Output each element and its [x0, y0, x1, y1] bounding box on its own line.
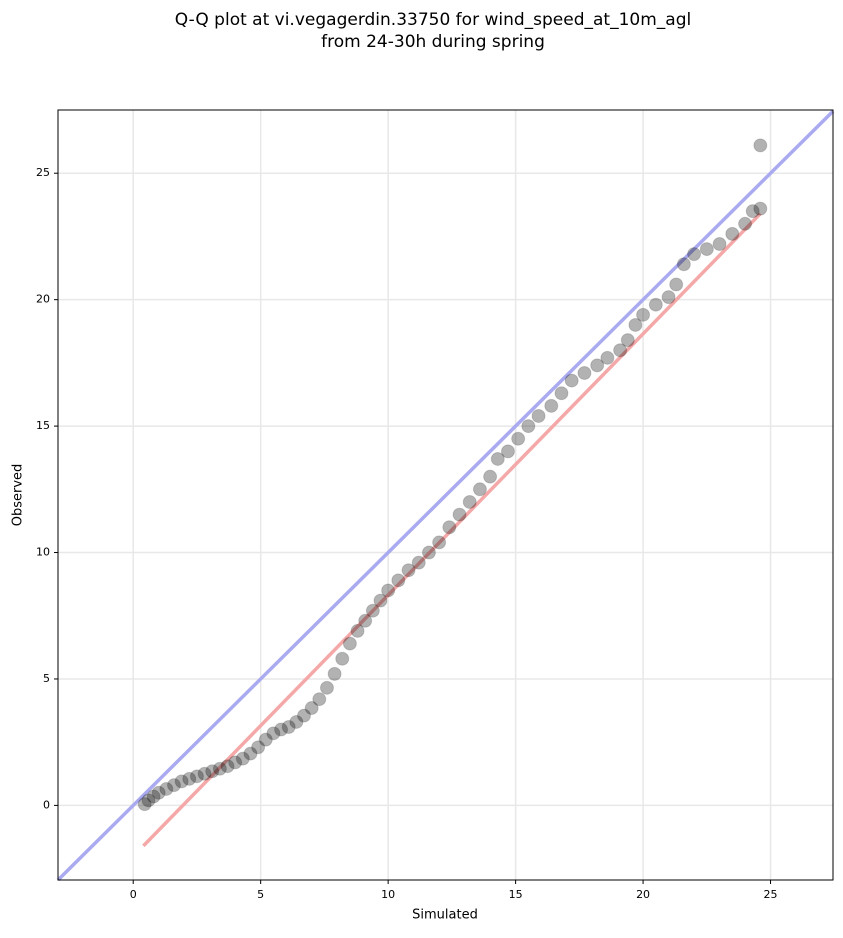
point [266, 726, 281, 741]
chart-subtitle: from 24-30h during spring [321, 32, 545, 52]
point [600, 350, 615, 365]
x-tick-label: 0 [130, 888, 137, 901]
point [189, 769, 204, 784]
point [243, 746, 258, 761]
y-tick-label: 15 [36, 419, 50, 432]
point [699, 242, 714, 257]
point [620, 333, 635, 348]
point [613, 343, 628, 358]
point [462, 494, 477, 509]
x-tick-label: 15 [509, 888, 523, 901]
plot-frame [57, 109, 834, 881]
point [258, 732, 273, 747]
chart-title: Q-Q plot at vi.vegagerdin.33750 for wind… [175, 10, 691, 30]
point [531, 408, 546, 423]
point [554, 386, 569, 401]
point [511, 431, 526, 446]
reference-line [142, 212, 762, 848]
point [544, 398, 559, 413]
point [676, 257, 691, 272]
point [483, 469, 498, 484]
point [289, 714, 304, 729]
point [442, 520, 457, 535]
point [373, 593, 388, 608]
point [381, 583, 396, 598]
point [319, 680, 334, 695]
point [564, 373, 579, 388]
y-tick-label: 20 [36, 293, 50, 306]
point [137, 797, 152, 812]
point [401, 563, 416, 578]
point [141, 793, 156, 808]
point [669, 277, 684, 292]
point [521, 419, 536, 434]
x-tick-label: 5 [257, 888, 264, 901]
point [411, 555, 426, 570]
point [220, 759, 235, 774]
point [590, 358, 605, 373]
point [648, 297, 663, 312]
point [753, 201, 768, 216]
point [151, 785, 166, 800]
x-tick-label: 25 [764, 888, 778, 901]
point [636, 307, 651, 322]
point [146, 789, 161, 804]
point [725, 226, 740, 241]
point [391, 573, 406, 588]
point [312, 692, 327, 707]
point [687, 247, 702, 262]
y-axis-label: Observed [11, 464, 26, 527]
point [197, 766, 212, 781]
point [159, 781, 174, 796]
point [358, 613, 373, 628]
point [235, 751, 250, 766]
point [365, 603, 380, 618]
point [738, 216, 753, 231]
point [421, 545, 436, 560]
point [753, 138, 768, 153]
y-tick-label: 10 [36, 546, 50, 559]
point [745, 204, 760, 219]
point [212, 761, 227, 776]
x-tick-label: 10 [381, 888, 395, 901]
y-tick-label: 25 [36, 166, 50, 179]
point [274, 722, 289, 737]
point [335, 651, 350, 666]
point [327, 666, 342, 681]
point [661, 290, 676, 305]
point [432, 535, 447, 550]
point [281, 720, 296, 735]
point [182, 771, 197, 786]
y-tick-label: 0 [43, 798, 50, 811]
reference-line [56, 110, 835, 882]
point [628, 317, 643, 332]
point [228, 755, 243, 770]
point [251, 740, 266, 755]
x-axis-label: Simulated [412, 908, 478, 923]
x-tick-label: 20 [636, 888, 650, 901]
point [490, 451, 505, 466]
point [577, 365, 592, 380]
point [472, 482, 487, 497]
point [342, 636, 357, 651]
point [297, 708, 312, 723]
point [304, 701, 319, 716]
y-tick-label: 5 [43, 672, 50, 685]
point [500, 444, 515, 459]
point [452, 507, 467, 522]
point [712, 237, 727, 252]
point [350, 623, 365, 638]
point [205, 764, 220, 779]
point [174, 774, 189, 789]
point [166, 778, 181, 793]
